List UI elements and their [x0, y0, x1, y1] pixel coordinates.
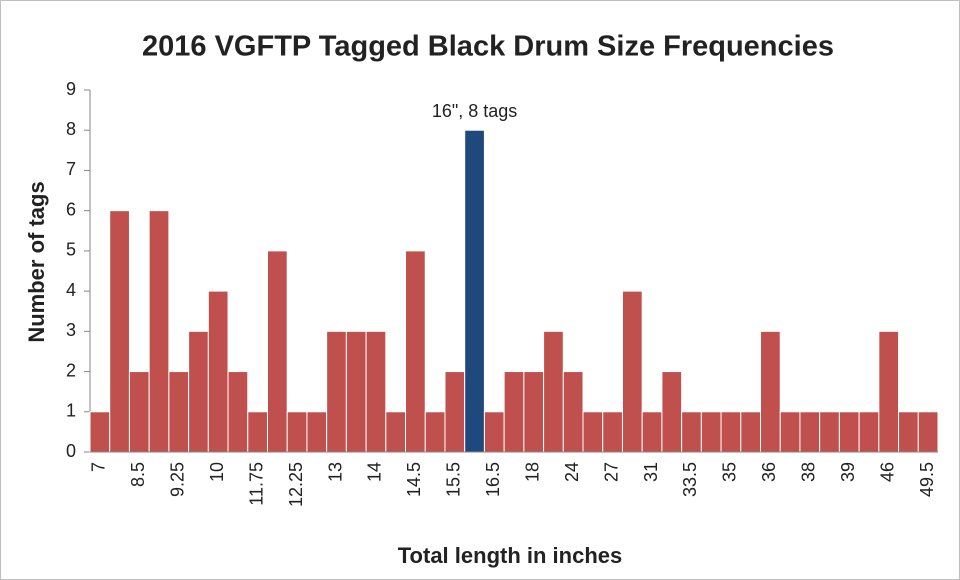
bar: [483, 411, 505, 453]
bar: [838, 411, 860, 453]
x-tick-label: 10: [207, 462, 227, 482]
y-tick-label: 1: [66, 401, 76, 421]
y-tick-label: 6: [66, 199, 76, 219]
bar: [89, 411, 111, 453]
x-tick-label: 13: [325, 462, 345, 482]
y-tick-label: 4: [66, 280, 76, 300]
bar: [641, 411, 663, 453]
x-tick-label: 8.5: [128, 462, 148, 487]
x-tick-label: 36: [759, 462, 779, 482]
y-axis-title: Number of tags: [24, 181, 49, 342]
y-tick-label: 3: [66, 320, 76, 340]
x-tick-label: 33.5: [680, 462, 700, 497]
bar: [621, 290, 643, 453]
x-axis-title: Total length in inches: [398, 543, 623, 568]
bar: [562, 371, 584, 453]
x-tick-label: 39: [838, 462, 858, 482]
bar: [365, 330, 387, 453]
bar: [819, 411, 840, 453]
bar: [148, 210, 170, 453]
bar: [898, 411, 919, 453]
y-tick-label: 7: [66, 159, 76, 179]
bar: [286, 411, 308, 453]
bar: [681, 411, 702, 453]
x-tick-label: 16.5: [483, 462, 503, 497]
y-tick-label: 9: [66, 79, 76, 99]
x-tick-label: 18: [522, 462, 542, 482]
x-tick-label: 15.5: [444, 462, 464, 497]
x-tick-label: 27: [601, 462, 621, 482]
bar: [227, 371, 249, 453]
x-tick-label: 35: [720, 462, 740, 482]
x-tick-label: 12.25: [286, 462, 306, 507]
x-tick-label: 14.5: [404, 462, 424, 497]
bar: [405, 250, 426, 453]
bar: [464, 129, 485, 453]
bar: [543, 330, 564, 453]
x-tick-label: 11.75: [246, 462, 266, 506]
y-tick-label: 0: [66, 441, 76, 461]
bar: [128, 371, 150, 453]
bar: [444, 371, 466, 453]
bar: [345, 330, 367, 453]
y-tick-label: 5: [66, 240, 76, 260]
bar: [700, 411, 722, 453]
bar: [523, 371, 545, 453]
y-tick-label: 2: [66, 360, 76, 380]
bar: [779, 411, 801, 453]
y-tick-label: 8: [66, 119, 76, 139]
bar: [582, 411, 604, 453]
bar: [385, 411, 407, 453]
bar: [424, 411, 446, 453]
x-tick-label: 31: [641, 462, 661, 482]
x-tick-label: 14: [365, 462, 385, 482]
bar: [858, 411, 880, 453]
bar: [503, 371, 525, 453]
bar: [720, 411, 742, 453]
bar: [306, 411, 328, 453]
x-tick-label: 38: [799, 462, 819, 482]
bar: [168, 371, 190, 453]
chart-title: 2016 VGFTP Tagged Black Drum Size Freque…: [142, 31, 834, 63]
x-tick-label: 24: [562, 462, 582, 482]
bar: [760, 330, 781, 453]
bar: [247, 411, 268, 453]
bar: [917, 411, 939, 453]
bar: [266, 250, 288, 453]
data-label: 16", 8 tags: [432, 101, 517, 121]
x-tick-label: 49.5: [917, 462, 937, 497]
bar: [602, 411, 623, 453]
bar: [740, 411, 762, 453]
bar: [207, 290, 229, 453]
bar: [326, 330, 347, 453]
x-tick-label: 7: [89, 462, 109, 472]
x-tick-label: 46: [877, 462, 897, 482]
bar: [661, 371, 683, 453]
bar: [188, 330, 209, 453]
bar: [878, 330, 900, 453]
x-tick-label: 9.25: [167, 462, 187, 497]
bar: [799, 411, 821, 453]
bar: [109, 210, 130, 453]
